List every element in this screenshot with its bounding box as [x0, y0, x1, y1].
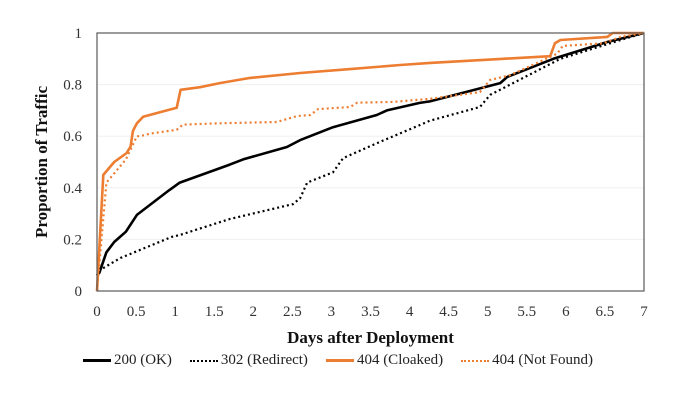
y-tick-label: 0.8 — [63, 78, 82, 94]
x-tick-label: 2 — [250, 304, 258, 320]
y-tick-label: 1 — [75, 26, 83, 42]
y-tick-labels: 0 0.2 0.4 0.6 0.8 1 — [63, 26, 82, 300]
y-tick-label: 0.4 — [63, 181, 82, 197]
x-tick-label: 1 — [171, 304, 179, 320]
legend-label: 404 (Cloaked) — [356, 352, 444, 368]
legend-item: 200 (OK) — [82, 352, 172, 369]
x-tick-label: 4.5 — [439, 304, 458, 320]
x-tick-label: 4 — [406, 304, 414, 320]
x-tick-label: 1.5 — [205, 304, 224, 320]
series-line-404-not-found — [95, 31, 645, 292]
x-tick-label: 0 — [93, 304, 101, 320]
gridlines — [97, 84, 644, 240]
x-tick-label: 7 — [640, 304, 648, 320]
x-tick-labels: 0 0.5 1 1.5 2 2.5 3 3.5 4 4.5 5 5.5 6 6.5 7 — [93, 304, 648, 320]
legend-label: 404 (Not Found) — [492, 352, 594, 368]
legend-swatch — [189, 359, 218, 362]
legend-label: 302 (Redirect) — [220, 352, 308, 368]
x-tick-label: 6 — [562, 304, 570, 320]
x-axis-title: Days after Deployment — [287, 328, 454, 347]
legend-item: 404 (Cloaked) — [325, 352, 444, 369]
series-line-404-cloaked — [95, 31, 644, 292]
legend-label: 200 (OK) — [113, 352, 172, 368]
legend-swatch — [461, 359, 490, 362]
series-group — [95, 31, 645, 292]
plot-area-border — [96, 32, 645, 292]
x-tick-label: 5 — [484, 304, 492, 320]
x-tick-label: 3.5 — [361, 304, 380, 320]
legend: 200 (OK) 302 (Redirect) 404 (Cloaked) 404 (… — [0, 352, 676, 369]
legend-item: 302 (Redirect) — [189, 352, 308, 369]
x-tick-label: 5.5 — [517, 304, 536, 320]
y-axis-title: Proportion of Traffic — [32, 86, 51, 238]
legend-item: 404 (Not Found) — [461, 352, 593, 369]
x-tick-label: 2.5 — [283, 304, 302, 320]
series-line-200-ok — [96, 31, 645, 277]
legend-swatch — [325, 359, 354, 362]
x-tick-label: 6.5 — [596, 304, 615, 320]
y-tick-label: 0.2 — [63, 232, 82, 248]
y-tick-label: 0 — [75, 284, 83, 300]
x-tick-label: 3 — [328, 304, 336, 320]
y-tick-label: 0.6 — [63, 129, 82, 145]
legend-swatch — [82, 359, 111, 362]
series-line-302-redirect — [95, 31, 645, 276]
x-tick-label: 0.5 — [127, 304, 146, 320]
